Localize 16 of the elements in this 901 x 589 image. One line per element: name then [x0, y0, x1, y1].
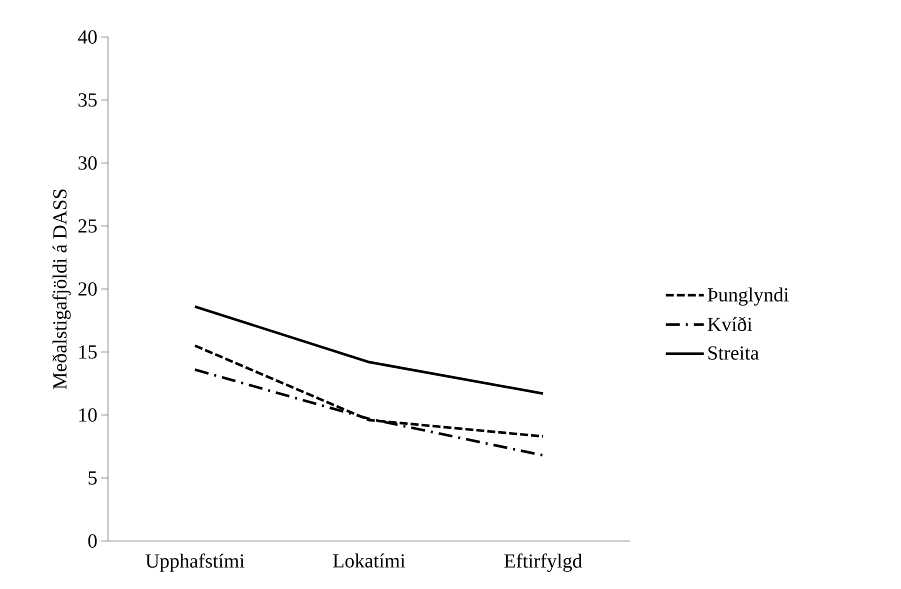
y-tick-label: 20	[78, 282, 97, 296]
y-tick-label: 0	[88, 534, 97, 548]
legend-label: Kvíði	[708, 316, 752, 332]
y-tick-label: 30	[78, 156, 97, 170]
y-tick-label: 40	[78, 30, 97, 44]
y-tick-label: 10	[79, 408, 97, 422]
x-tick-label: Eftirfylgd	[504, 554, 582, 572]
y-tick-label: 25	[78, 219, 97, 233]
x-tick-label: Upphafstími	[146, 554, 244, 572]
y-axis-title: Meðalstigafjöldi á DASS	[52, 189, 71, 390]
legend-label: Streita	[708, 346, 759, 360]
y-tick-label: 35	[78, 93, 97, 107]
y-tick-label: 5	[88, 471, 97, 485]
y-tick-label: 15	[79, 345, 97, 359]
legend-label: Þunglyndi	[708, 288, 789, 306]
x-tick-label: Lokatími	[333, 554, 406, 568]
